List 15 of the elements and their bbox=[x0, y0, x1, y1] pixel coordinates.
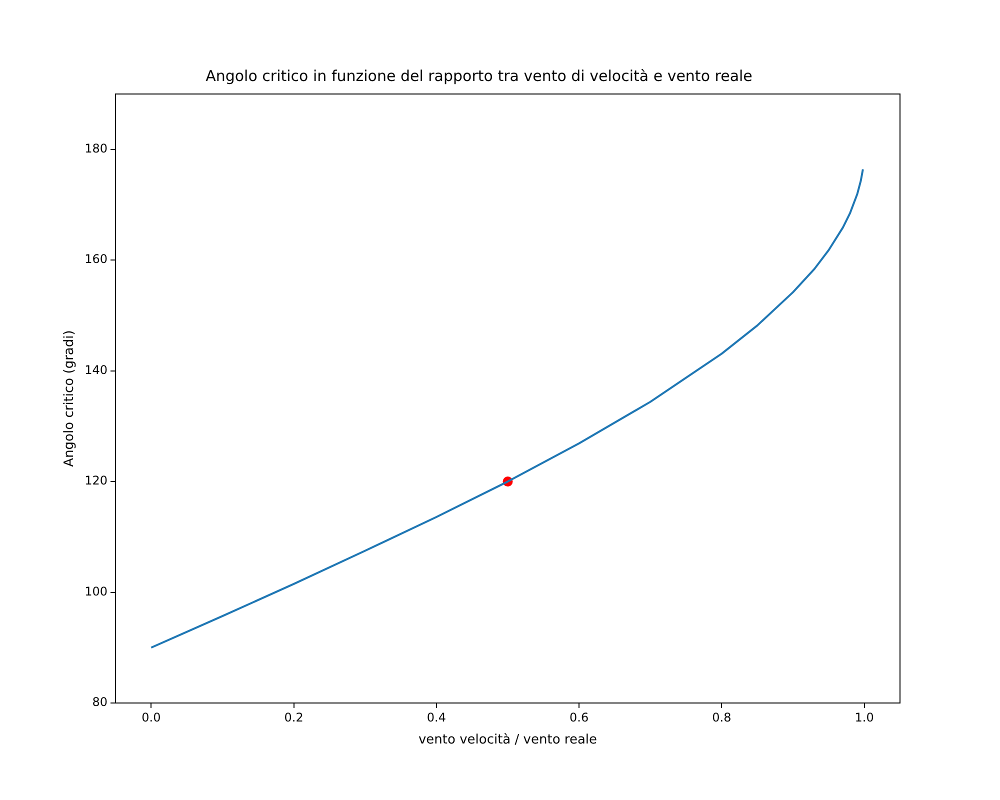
x-tick-label: 0.4 bbox=[426, 710, 446, 724]
x-tick-label: 0.0 bbox=[142, 710, 161, 724]
y-tick-label: 80 bbox=[92, 695, 108, 710]
y-tick-label: 180 bbox=[84, 141, 108, 156]
y-axis-title: Angolo critico (gradi) bbox=[62, 330, 78, 467]
x-tick-label: 0.8 bbox=[712, 710, 732, 724]
x-tick-label: 0.2 bbox=[284, 710, 304, 724]
y-tick-label: 160 bbox=[84, 252, 108, 266]
y-tick-label: 100 bbox=[84, 584, 108, 598]
y-tick-label: 140 bbox=[84, 362, 108, 377]
x-tick-label: 1.0 bbox=[854, 710, 874, 724]
y-tick-label: 120 bbox=[84, 474, 108, 488]
x-axis-title: vento velocità / vento reale bbox=[418, 732, 598, 748]
chart-title: Angolo critico in funzione del rapporto tra vento di velocità e vento reale bbox=[206, 66, 752, 85]
x-tick-label: 0.6 bbox=[570, 710, 589, 724]
